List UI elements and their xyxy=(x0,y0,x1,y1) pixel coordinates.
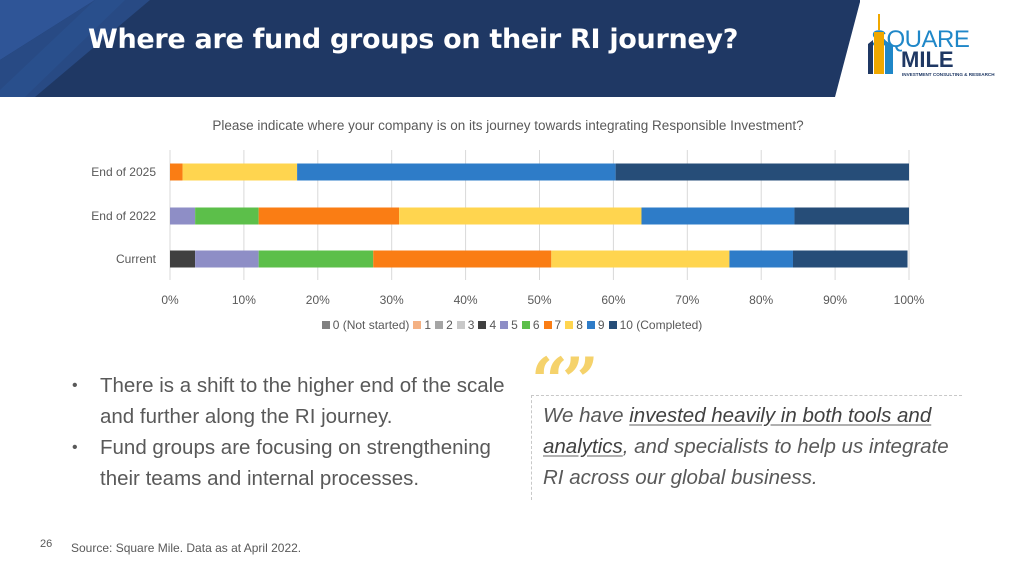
header-banner: Where are fund groups on their RI journe… xyxy=(0,0,1024,97)
legend-swatch xyxy=(413,321,422,329)
bar-segment xyxy=(641,207,795,225)
x-tick-label: 10% xyxy=(232,293,256,307)
bar-segment xyxy=(615,163,909,181)
legend-label: 0 (Not started) xyxy=(332,318,410,332)
legend-swatch xyxy=(521,321,530,329)
x-tick-label: 20% xyxy=(306,293,330,307)
legend-swatch xyxy=(321,321,330,329)
bar-segment xyxy=(170,163,183,181)
page-title: Where are fund groups on their RI journe… xyxy=(88,24,739,55)
x-tick-label: 40% xyxy=(454,293,478,307)
chart-bars xyxy=(170,163,909,268)
bar-segment xyxy=(399,207,642,225)
logo-text-bottom: MILE xyxy=(901,47,954,72)
legend-item: 4 xyxy=(478,318,496,332)
bar-segment xyxy=(195,207,259,225)
chart-legend: 0 (Not started) 1 2 3 4 5 6 7 8 9 10 (Completed) xyxy=(0,318,1024,332)
legend-swatch xyxy=(543,321,552,329)
bar-segment xyxy=(195,250,259,268)
legend-label: 8 xyxy=(576,318,583,332)
x-tick-label: 60% xyxy=(601,293,625,307)
tower-icon xyxy=(868,14,893,74)
bar-segment xyxy=(182,163,298,181)
bar-segment xyxy=(258,250,374,268)
legend-label: 10 (Completed) xyxy=(619,318,703,332)
x-tick-label: 80% xyxy=(749,293,773,307)
legend-label: 9 xyxy=(597,318,605,332)
bar-segment xyxy=(258,207,400,225)
legend-swatch xyxy=(565,321,574,329)
bar-segment xyxy=(551,250,730,268)
legend-swatch xyxy=(456,321,465,329)
legend-swatch xyxy=(435,321,444,329)
quote-highlight: invested heavily in both tools and analy… xyxy=(543,404,932,458)
legend-swatch xyxy=(586,321,595,329)
legend-item: 5 xyxy=(500,318,518,332)
logo-tagline: INVESTMENT CONSULTING & RESEARCH xyxy=(902,72,995,77)
quote-mark-icon: “” xyxy=(531,344,599,419)
x-tick-label: 90% xyxy=(823,293,847,307)
legend-label: 4 xyxy=(489,318,497,332)
quote-part-2: , and specialists to help us integrate R… xyxy=(543,435,949,489)
bullet-dot: • xyxy=(72,377,78,394)
bar-segment xyxy=(792,250,908,268)
banner-background xyxy=(0,0,1024,97)
bullet-item: • Fund groups are focusing on strengtheni… xyxy=(70,432,510,494)
legend-swatch xyxy=(478,321,487,329)
category-label: End of 2022 xyxy=(91,209,156,223)
category-label: End of 2025 xyxy=(91,165,156,179)
bar-segment xyxy=(170,207,196,225)
category-label: Current xyxy=(116,252,157,266)
legend-label: 7 xyxy=(554,318,562,332)
legend-item: 9 xyxy=(586,318,605,332)
legend-label: 6 xyxy=(532,318,540,332)
chart-labels: 0% 10% 20% 30% 40% 50% 60% 70% 80% 90% 100% End of … xyxy=(91,165,924,307)
legend-item: 2 xyxy=(435,318,453,332)
legend-label: 3 xyxy=(467,318,475,332)
x-tick-label: 100% xyxy=(894,293,925,307)
stacked-bar-chart: 0% 10% 20% 30% 40% 50% 60% 70% 80% 90% 100% End of … xyxy=(91,150,925,307)
quote-border xyxy=(531,395,962,500)
bar-segment xyxy=(297,163,616,181)
bullet-dot: • xyxy=(72,439,78,456)
bullet-text: Fund groups are focusing on strengthenin… xyxy=(100,436,491,490)
x-tick-label: 70% xyxy=(675,293,699,307)
page-number: 26 xyxy=(40,538,53,550)
bullet-item: • There is a shift to the higher end of t… xyxy=(70,370,510,432)
legend-label: 2 xyxy=(446,318,453,332)
square-mile-logo: SQUARE MILE INVESTMENT CONSULTING & RESE… xyxy=(868,10,998,82)
testimonial-quote: We have invested heavily in both tools a… xyxy=(543,400,963,493)
legend-item: 3 xyxy=(456,318,475,332)
key-findings-list: • There is a shift to the higher end of t… xyxy=(70,370,510,494)
bullet-text: There is a shift to the higher end of th… xyxy=(100,374,505,428)
source-note: Source: Square Mile. Data as at April 20… xyxy=(71,541,302,555)
bar-segment xyxy=(170,250,196,268)
legend-item: 0 (Not started) xyxy=(321,318,410,332)
x-tick-label: 30% xyxy=(380,293,404,307)
bar-segment xyxy=(794,207,909,225)
quote-part-1: We have xyxy=(543,404,630,427)
legend-swatch xyxy=(500,321,509,329)
chart-title: Please indicate where your company is on… xyxy=(212,118,804,133)
legend-item: 8 xyxy=(565,318,583,332)
legend-item: 1 xyxy=(413,318,431,332)
bar-segment xyxy=(729,250,793,268)
legend-label: 5 xyxy=(511,318,518,332)
x-tick-label: 50% xyxy=(527,293,551,307)
legend-item: 10 (Completed) xyxy=(608,318,703,332)
legend-label: 1 xyxy=(424,318,432,332)
x-tick-label: 0% xyxy=(161,293,179,307)
legend-item: 7 xyxy=(543,318,562,332)
bar-segment xyxy=(373,250,552,268)
legend-swatch xyxy=(608,321,617,329)
legend-item: 6 xyxy=(521,318,540,332)
